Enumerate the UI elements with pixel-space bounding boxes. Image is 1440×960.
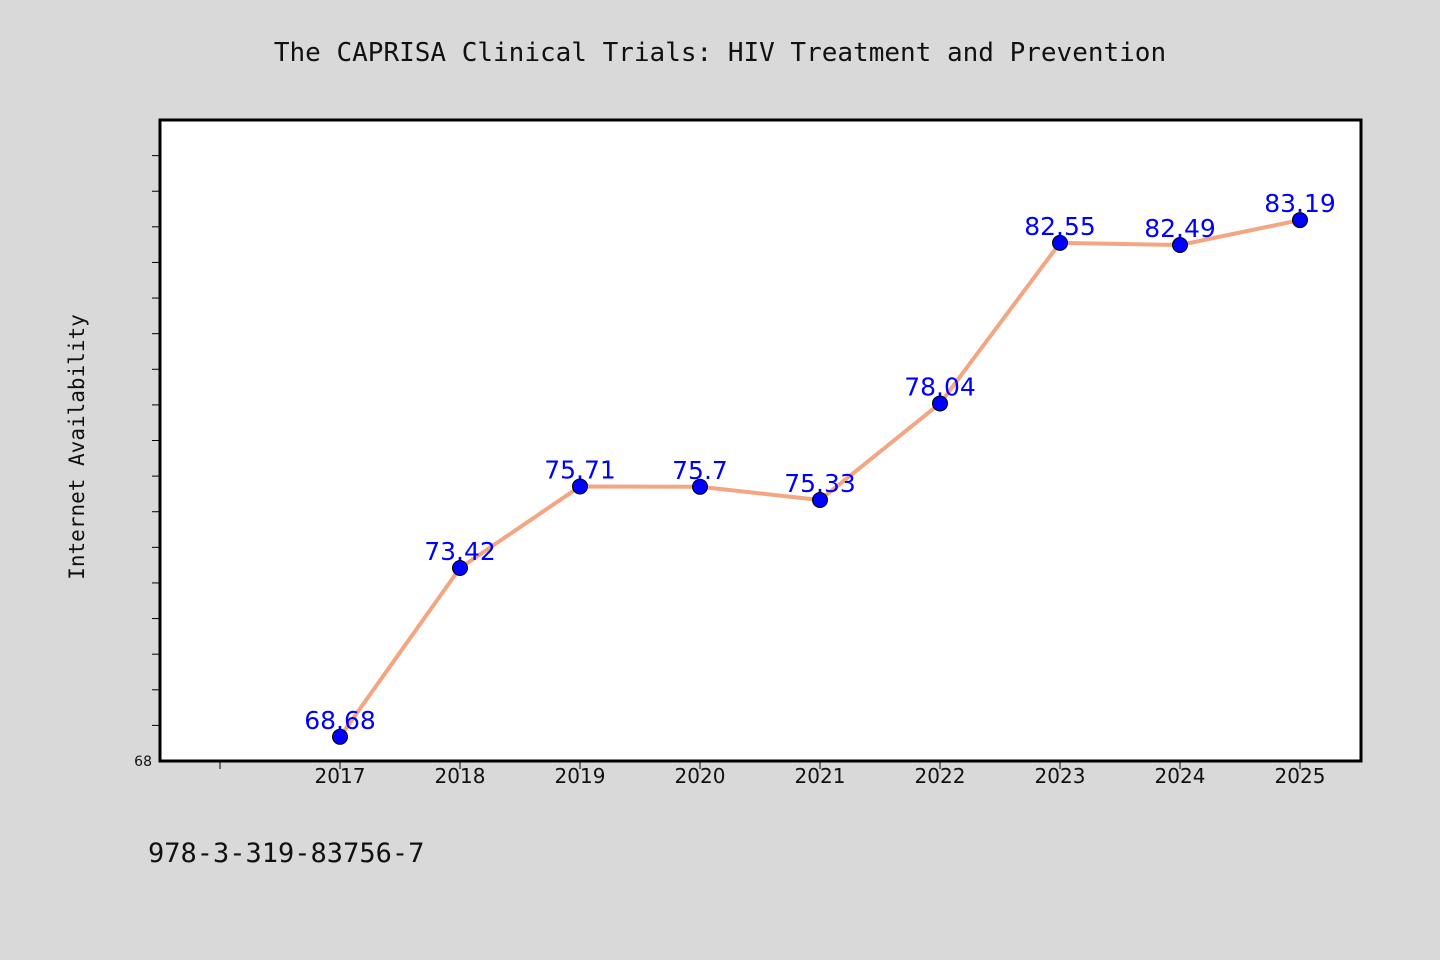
data-label: 82.55 xyxy=(1024,212,1096,241)
x-tick-label: 2018 xyxy=(435,764,486,788)
data-label: 75.71 xyxy=(544,455,616,484)
series-layer: 68.68 73.42 75.71 75.7 75.33 78.04 82.55 82.49 8… xyxy=(304,189,1336,745)
data-label: 82.49 xyxy=(1144,214,1216,243)
data-point xyxy=(1052,234,1068,251)
data-point xyxy=(572,478,588,495)
x-tick-label: 2023 xyxy=(1035,764,1086,788)
data-point xyxy=(1292,212,1308,229)
y-axis-label: Internet Availability xyxy=(65,314,89,580)
chart-title: The CAPRISA Clinical Trials: HIV Treatme… xyxy=(274,38,1166,68)
x-tick-label: 2024 xyxy=(1155,764,1206,788)
data-label: 78.04 xyxy=(904,372,976,401)
axis-ticks: 2017 2018 2019 2020 2021 2022 2023 2024 2025 xyxy=(152,155,1326,788)
data-label: 68.68 xyxy=(304,706,376,735)
x-tick-label: 2022 xyxy=(915,764,966,788)
data-label: 73.42 xyxy=(424,537,496,566)
x-tick-label: 2019 xyxy=(555,764,606,788)
data-label: 83.19 xyxy=(1264,189,1336,218)
data-point xyxy=(332,728,348,745)
data-point xyxy=(1172,236,1188,253)
y-tick-label-min: 68 xyxy=(134,754,152,770)
x-tick-label: 2017 xyxy=(315,764,366,788)
data-point xyxy=(692,478,708,495)
data-label: 75.33 xyxy=(784,469,856,498)
data-point xyxy=(812,491,828,508)
data-point xyxy=(452,559,468,576)
x-tick-label: 2025 xyxy=(1275,764,1326,788)
plot-area xyxy=(158,118,1363,763)
data-label: 75.7 xyxy=(672,456,728,485)
x-tick-label: 2020 xyxy=(675,764,726,788)
x-tick-label: 2021 xyxy=(795,764,846,788)
data-point xyxy=(932,395,948,412)
footer-isbn: 978-3-319-83756-7 xyxy=(148,838,424,869)
